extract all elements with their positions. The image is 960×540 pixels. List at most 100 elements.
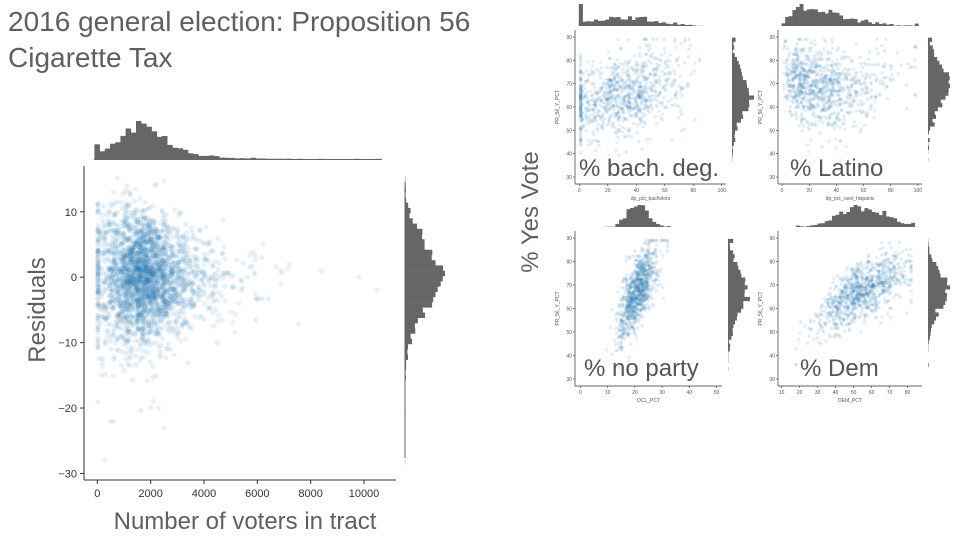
data-point [840,57,844,62]
hist-bar [586,21,591,26]
data-point [123,356,129,362]
data-point [638,45,642,50]
data-point [160,299,166,305]
data-point [140,287,146,293]
data-point [114,275,120,281]
data-point [598,90,602,94]
data-point [111,267,117,273]
data-point [253,296,259,302]
data-point [125,285,131,291]
data-point [837,97,841,102]
data-point [644,137,649,142]
data-point [584,113,588,118]
y-tick-label: −20 [58,403,77,415]
data-point [178,237,184,243]
data-point [813,64,818,69]
data-point [95,260,101,266]
data-point [665,82,669,86]
x-tick-label: 20 [605,188,611,194]
data-point [659,116,663,120]
hist-bar [785,16,790,26]
data-point [674,45,678,50]
data-point [126,292,132,298]
data-point [180,286,186,293]
data-point [252,317,258,323]
data-point [788,110,793,114]
data-point [161,251,167,257]
data-point [648,98,652,103]
data-point [888,67,893,71]
panel-latino-caption: % Latino [790,155,883,182]
hist-bar [405,265,444,271]
data-point [190,303,196,309]
data-point [119,334,125,340]
data-point [163,218,169,224]
data-point [295,321,301,327]
data-point [137,249,144,255]
data-point [628,105,632,109]
data-point [665,249,670,253]
hist-bar [616,17,621,26]
hist-bar [605,19,610,26]
data-point [687,47,691,51]
data-point [190,265,196,271]
data-point [583,86,587,91]
data-point [834,146,838,150]
hist-bar [796,7,800,26]
data-point [173,319,179,325]
hist-bar [928,49,935,54]
data-point [592,70,596,75]
data-point [210,263,216,269]
data-point [161,239,168,245]
data-point [614,80,618,84]
data-point [145,275,151,281]
data-point [151,233,157,239]
data-point [105,256,111,262]
data-point [188,304,194,310]
hist-bar [792,10,797,26]
data-point [825,85,829,89]
data-point [660,69,665,74]
data-point [174,314,180,320]
data-point [122,231,128,237]
data-point [106,274,112,280]
data-point [868,107,872,112]
hist-bar [732,107,749,112]
data-point [140,263,146,270]
hist-bar [99,151,106,159]
data-point [136,277,142,283]
hist-bar [405,270,445,277]
data-point [851,124,855,129]
data-point [121,302,128,308]
hist-bar [928,103,943,108]
data-point [138,277,144,283]
data-point [819,131,823,135]
data-point [658,64,662,68]
data-point [181,310,187,316]
data-point [104,332,110,338]
hist-bar [627,16,632,26]
data-point [590,94,594,98]
data-point [110,252,116,258]
data-point [153,278,159,284]
data-point [103,249,109,255]
hist-bar [405,323,415,329]
data-point [143,287,149,294]
data-point [639,84,644,89]
data-point [597,143,601,148]
data-point [118,363,124,369]
data-point [98,234,104,240]
hist-bar [835,12,840,26]
data-point [137,228,143,234]
y-tick-label: 30 [769,175,775,181]
data-point [801,96,805,101]
data-point [135,307,141,313]
data-point [601,82,605,86]
hist-bar [680,24,685,26]
data-point [678,90,683,95]
hist-bar [405,244,425,250]
data-point [121,320,127,326]
x-tick-label: 8000 [298,488,322,500]
data-point [159,258,165,264]
data-point [232,329,238,335]
